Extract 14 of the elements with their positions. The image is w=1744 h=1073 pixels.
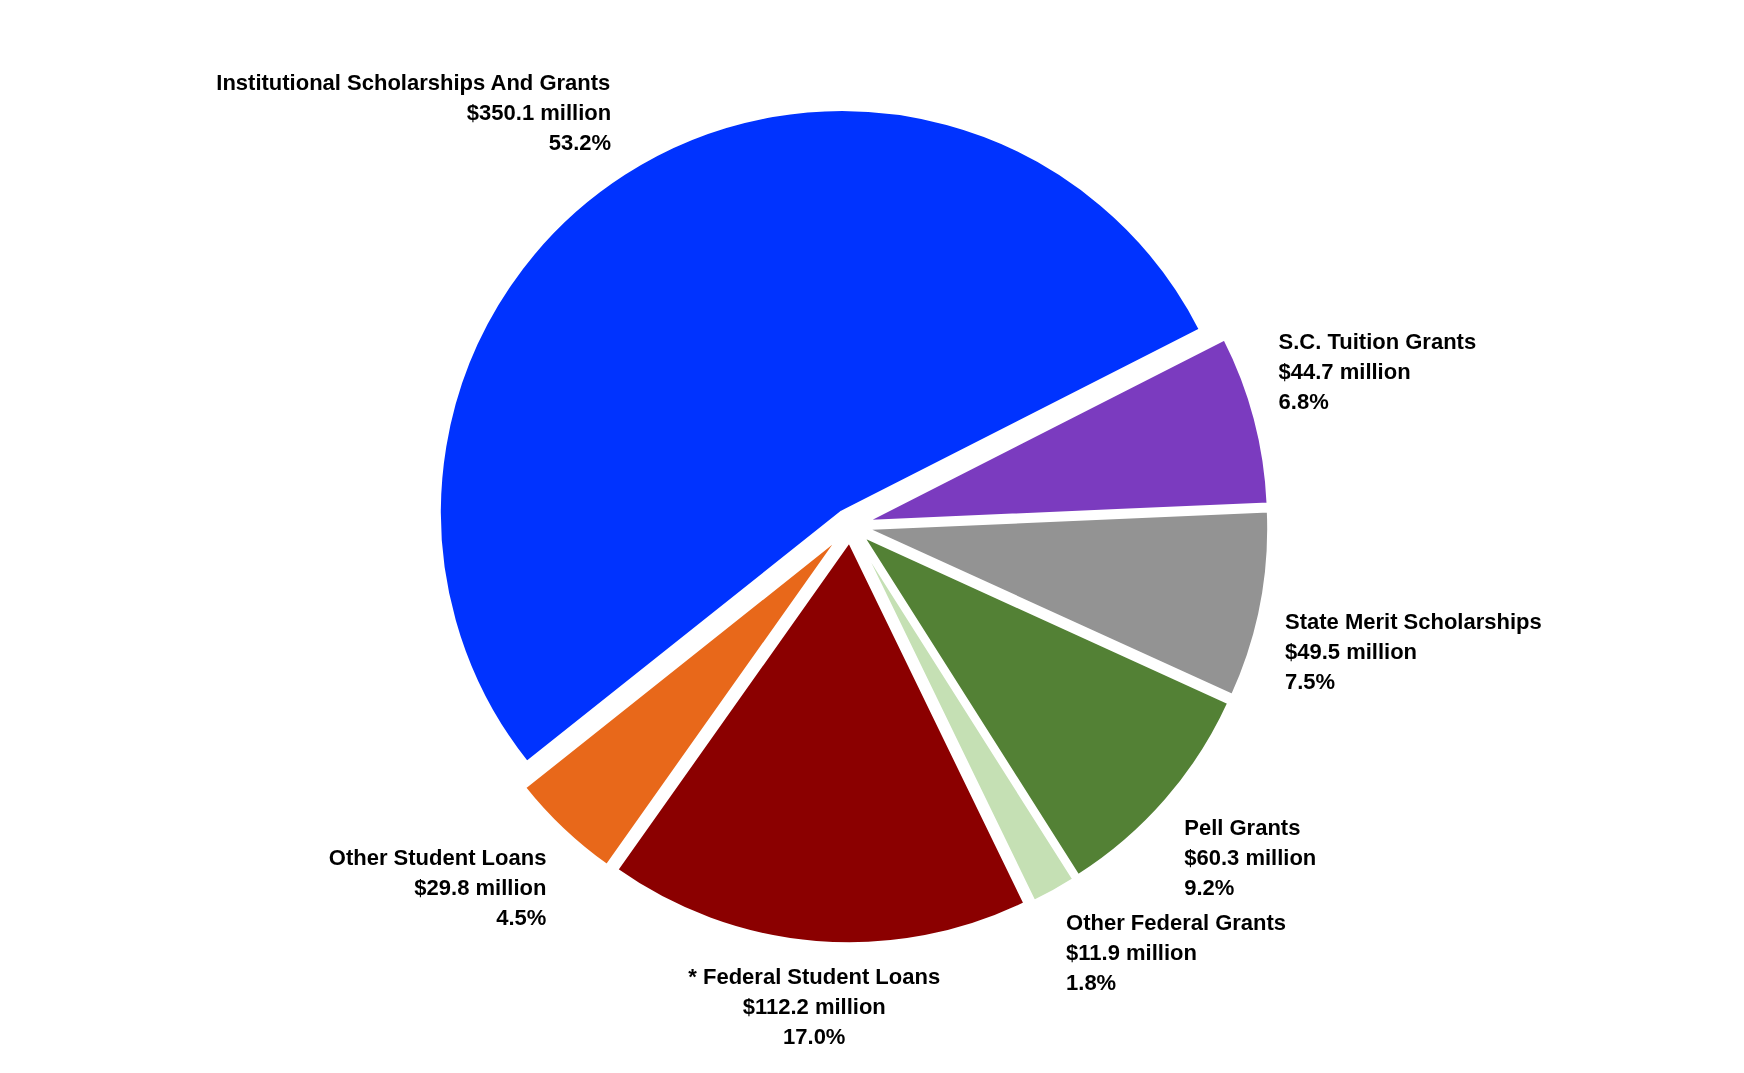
slice-label: Other Student Loans <box>328 845 547 871</box>
slice-label: State Merit Scholarships <box>1284 609 1542 635</box>
slice-label: * Federal Student Loans <box>688 964 941 990</box>
data-label: $60.3 million 9.2% <box>1184 844 1317 900</box>
data-label: $112.2 million 17.0% <box>742 994 886 1050</box>
slice-label: Other Federal Grants <box>1066 909 1287 935</box>
slice-label: Institutional Scholarships And Grants <box>216 70 611 96</box>
slice-label: S.C. Tuition Grants <box>1278 328 1477 354</box>
data-label: $350.1 million 53.2% <box>466 100 612 156</box>
data-label: $11.9 million 1.8% <box>1066 939 1197 995</box>
data-label: $49.5 million 7.5% <box>1284 639 1418 695</box>
data-label: $29.8 million 4.5% <box>414 875 547 931</box>
slice-label: Pell Grants <box>1184 814 1301 840</box>
data-label: $44.7 million 6.8% <box>1278 358 1411 414</box>
